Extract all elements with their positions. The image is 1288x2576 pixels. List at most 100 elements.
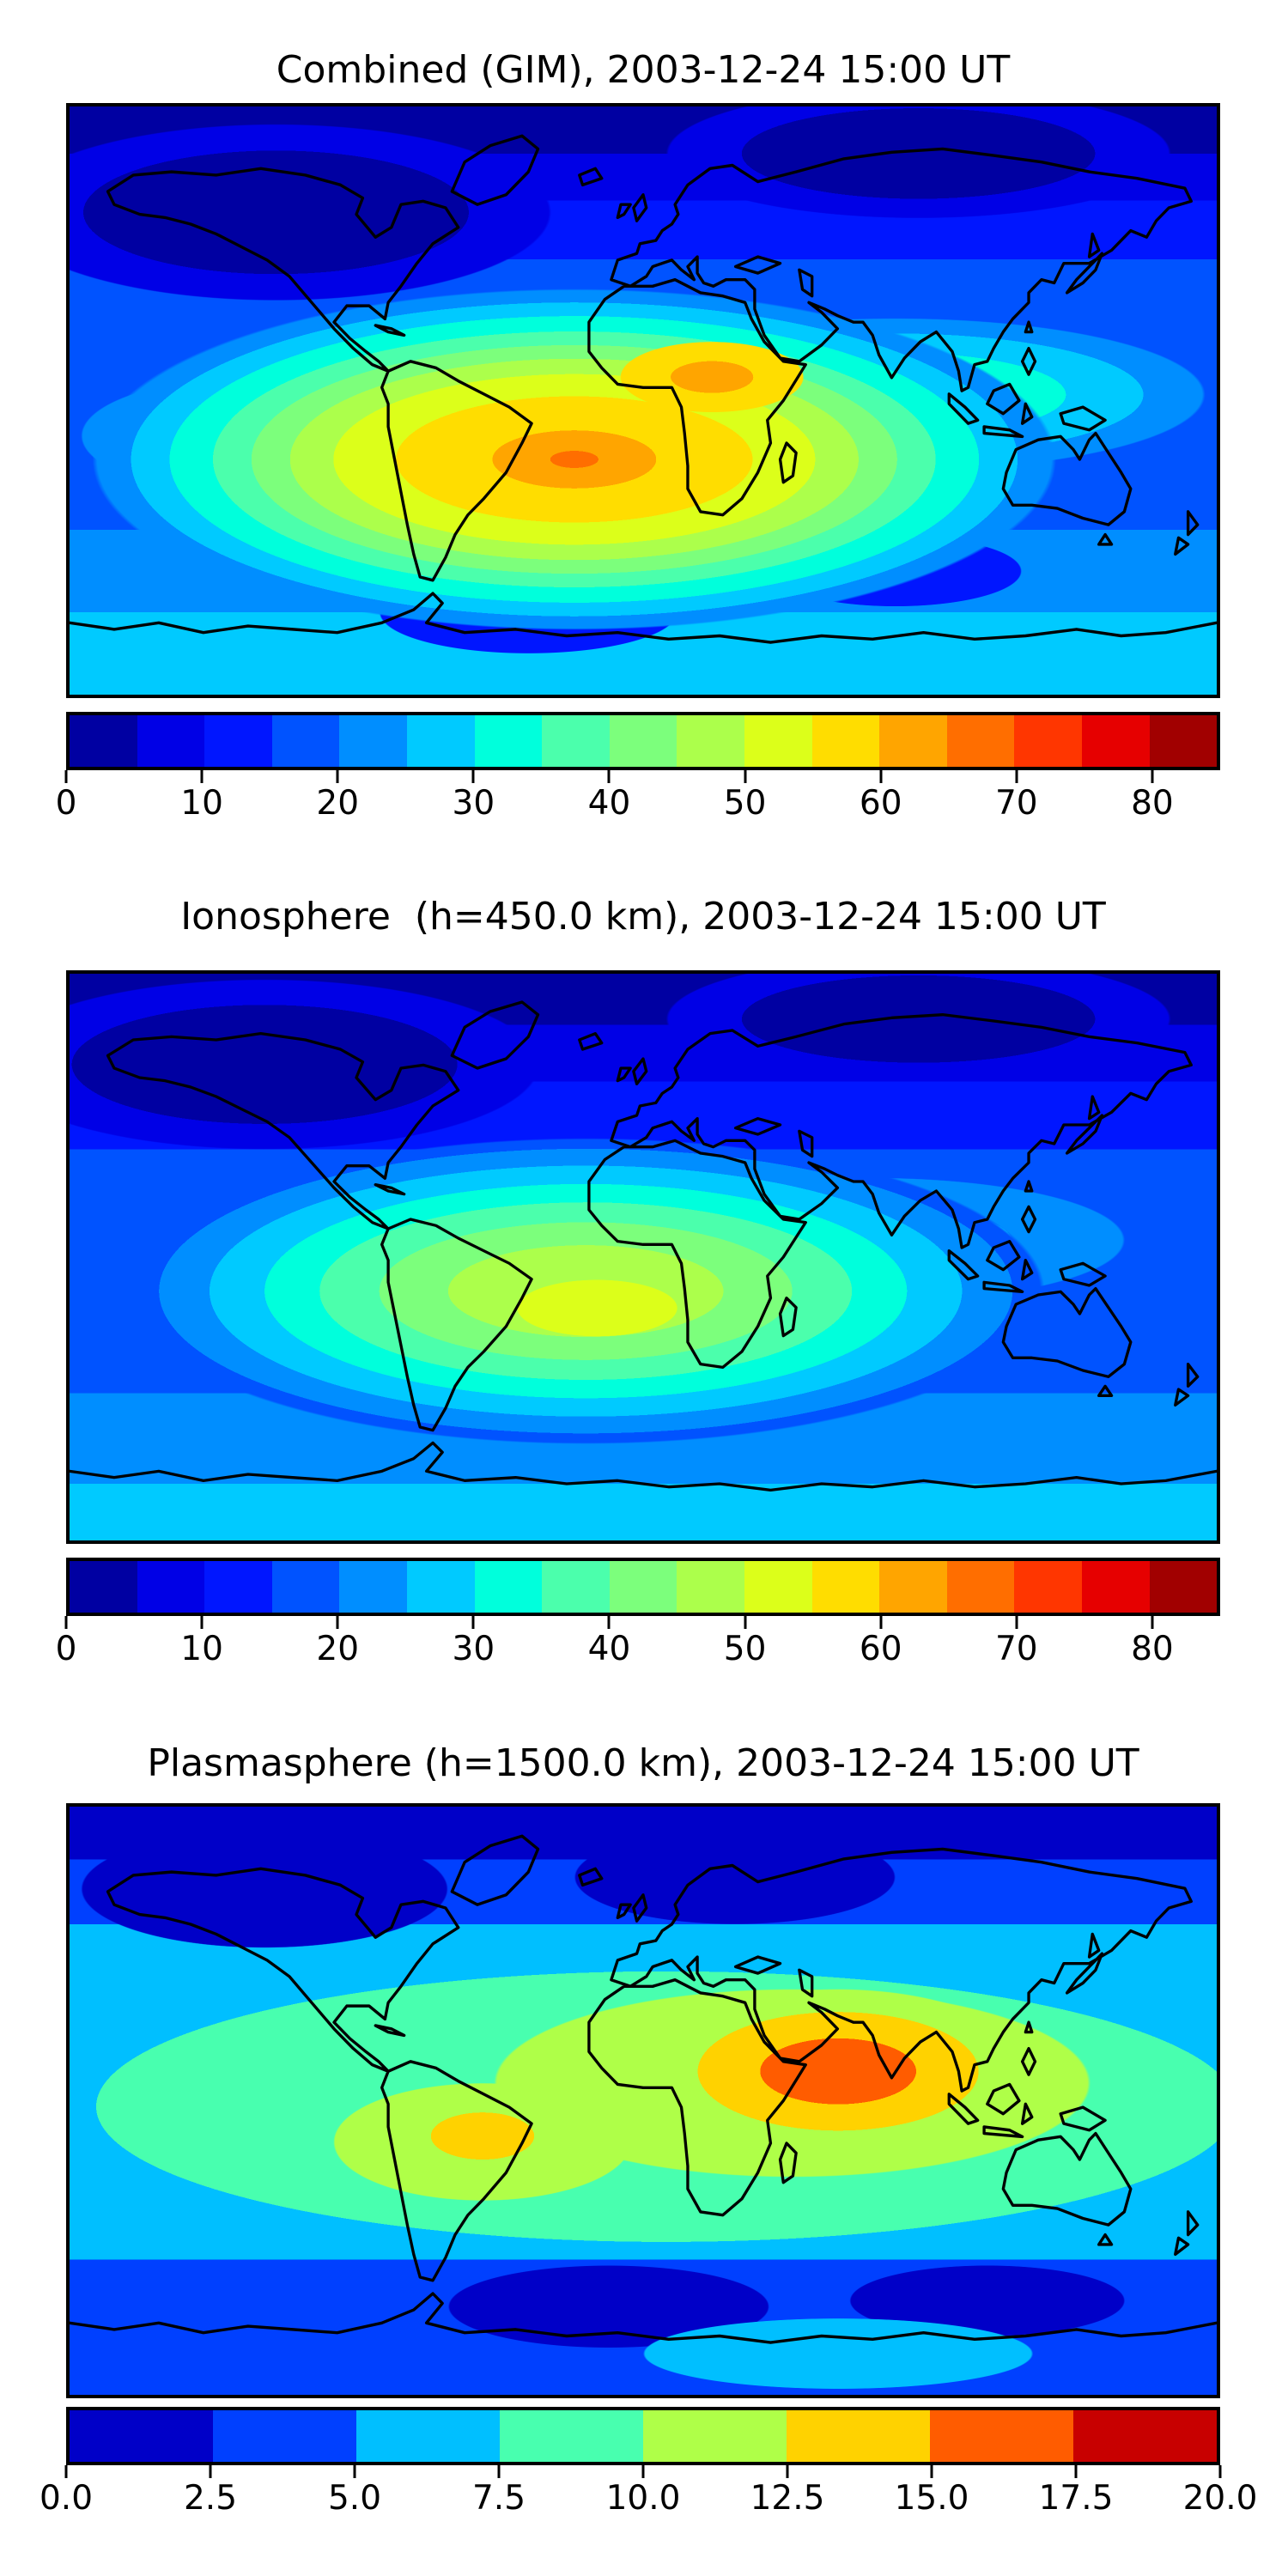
- panel2-colorbar: [66, 1558, 1220, 1616]
- colorbar-segment: [137, 715, 205, 767]
- colorbar-segment: [787, 2410, 930, 2462]
- colorbar-segment: [213, 2410, 356, 2462]
- colorbar-tick-mark: [1151, 1616, 1154, 1629]
- panel1-colorbar-labels: 0 10 20 30 40 50 60 70 80: [56, 784, 1220, 828]
- colorbar-segment: [1081, 715, 1150, 767]
- colorbar-tick-label: 50: [723, 784, 767, 823]
- colorbar-tick-label: 10: [180, 1630, 223, 1668]
- colorbar-segment: [339, 715, 407, 767]
- colorbar-segment: [1073, 2410, 1217, 2462]
- colorbar-segment: [643, 2410, 787, 2462]
- colorbar-tick-mark: [64, 1616, 68, 1629]
- panel1-map: [66, 103, 1220, 698]
- panel3-map: [66, 1803, 1220, 2398]
- colorbar-tick-mark: [744, 1616, 747, 1629]
- colorbar-segment: [1149, 1561, 1218, 1613]
- colorbar-tick-label: 5.0: [327, 2479, 382, 2518]
- colorbar-segment: [946, 1561, 1015, 1613]
- colorbar-segment: [609, 1561, 677, 1613]
- colorbar-tick-mark: [200, 1616, 204, 1629]
- colorbar-tick-mark: [1151, 770, 1154, 783]
- colorbar-segment: [879, 715, 947, 767]
- colorbar-tick-mark: [607, 1616, 611, 1629]
- colorbar-tick-label: 12.5: [750, 2479, 825, 2518]
- colorbar-segment: [811, 1561, 880, 1613]
- coastline-overlay: [70, 1000, 1217, 1492]
- colorbar-segment: [946, 715, 1015, 767]
- colorbar-tick-label: 30: [452, 1630, 495, 1668]
- colorbar-tick-mark: [209, 2465, 212, 2478]
- colorbar-segment: [204, 1561, 272, 1613]
- colorbar-segment: [137, 1561, 205, 1613]
- colorbar-segment: [339, 1561, 407, 1613]
- colorbar-tick-label: 40: [587, 784, 631, 823]
- colorbar-tick-label: 2.5: [183, 2479, 238, 2518]
- colorbar-segment: [930, 2410, 1073, 2462]
- colorbar-tick-mark: [930, 2465, 933, 2478]
- panel1-colorbar-ticks: [64, 770, 1220, 784]
- colorbar-tick-mark: [1015, 770, 1018, 783]
- colorbar-tick-mark: [336, 1616, 339, 1629]
- colorbar-tick-mark: [786, 2465, 789, 2478]
- colorbar-tick-label: 70: [994, 1630, 1038, 1668]
- colorbar-segment: [204, 715, 272, 767]
- colorbar-tick-mark: [607, 770, 611, 783]
- colorbar-tick-label: 40: [587, 1630, 631, 1668]
- colorbar-segment: [271, 1561, 340, 1613]
- colorbar-segment: [542, 715, 610, 767]
- colorbar-tick-label: 15.0: [894, 2479, 969, 2518]
- colorbar-tick-label: 30: [452, 784, 495, 823]
- colorbar-segment: [1014, 715, 1082, 767]
- colorbar-tick-label: 0: [55, 784, 77, 823]
- colorbar-tick-label: 0: [55, 1630, 77, 1668]
- colorbar-tick-mark: [497, 2465, 501, 2478]
- colorbar-tick-mark: [744, 770, 747, 783]
- colorbar-tick-mark: [471, 770, 475, 783]
- colorbar-tick-mark: [200, 770, 204, 783]
- colorbar-segment: [406, 715, 475, 767]
- panel2-colorbar-ticks: [64, 1616, 1220, 1630]
- colorbar-tick-label: 60: [859, 1630, 902, 1668]
- panel3-colorbar: [66, 2407, 1220, 2465]
- colorbar-tick-mark: [1074, 2465, 1078, 2478]
- colorbar-tick-mark: [64, 2465, 68, 2478]
- colorbar-tick-label: 17.5: [1038, 2479, 1114, 2518]
- colorbar-segment: [542, 1561, 610, 1613]
- colorbar-tick-label: 7.5: [471, 2479, 526, 2518]
- colorbar-segment: [677, 715, 744, 767]
- colorbar-tick-mark: [879, 1616, 883, 1629]
- colorbar-tick-mark: [879, 770, 883, 783]
- colorbar-tick-label: 20.0: [1182, 2479, 1258, 2518]
- colorbar-segment: [677, 1561, 744, 1613]
- colorbar-tick-mark: [641, 2465, 645, 2478]
- colorbar-segment: [1081, 1561, 1150, 1613]
- colorbar-segment: [70, 2410, 213, 2462]
- colorbar-segment: [356, 2410, 500, 2462]
- panel1-title: Combined (GIM), 2003-12-24 15:00 UT: [276, 48, 1011, 92]
- colorbar-segment: [609, 715, 677, 767]
- colorbar-tick-label: 50: [723, 1630, 767, 1668]
- panel3-colorbar-labels: 0.0 2.5 5.0 7.5 10.0 12.5 15.0 17.5 20.0: [39, 2479, 1257, 2523]
- coastline-overlay: [70, 134, 1217, 644]
- colorbar-tick-label: 60: [859, 784, 902, 823]
- colorbar-segment: [879, 1561, 947, 1613]
- colorbar-segment: [474, 715, 543, 767]
- panel3-colorbar-ticks: [64, 2465, 1222, 2479]
- colorbar-tick-label: 20: [316, 1630, 360, 1668]
- colorbar-segment: [811, 715, 880, 767]
- colorbar-segment: [744, 1561, 812, 1613]
- coastline-overlay: [70, 1834, 1217, 2344]
- colorbar-tick-label: 80: [1131, 1630, 1174, 1668]
- colorbar-segment: [271, 715, 340, 767]
- colorbar-tick-label: 10: [180, 784, 223, 823]
- colorbar-segment: [1149, 715, 1218, 767]
- colorbar-tick-label: 20: [316, 784, 360, 823]
- panel3-title: Plasmasphere (h=1500.0 km), 2003-12-24 1…: [147, 1741, 1139, 1785]
- colorbar-tick-label: 0.0: [39, 2479, 94, 2518]
- colorbar-tick-mark: [353, 2465, 356, 2478]
- colorbar-segment: [406, 1561, 475, 1613]
- panel2-map: [66, 970, 1220, 1544]
- colorbar-segment: [500, 2410, 643, 2462]
- colorbar-tick-mark: [1218, 2465, 1222, 2478]
- colorbar-tick-mark: [64, 770, 68, 783]
